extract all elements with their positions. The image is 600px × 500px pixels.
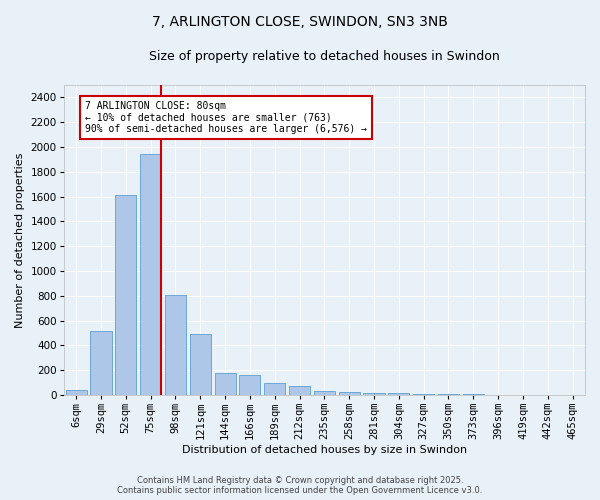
Bar [338, 392, 360, 395]
Text: 7 ARLINGTON CLOSE: 80sqm
← 10% of detached houses are smaller (763)
90% of semi-: 7 ARLINGTON CLOSE: 80sqm ← 10% of detach… [85, 101, 367, 134]
Bar [264, 383, 285, 395]
Bar [364, 392, 385, 395]
X-axis label: Distribution of detached houses by size in Swindon: Distribution of detached houses by size … [182, 445, 467, 455]
Bar [314, 390, 335, 395]
Y-axis label: Number of detached properties: Number of detached properties [15, 152, 25, 328]
Bar [165, 294, 186, 395]
Bar [91, 330, 112, 395]
Bar [115, 196, 136, 395]
Bar [190, 334, 211, 395]
Text: 7, ARLINGTON CLOSE, SWINDON, SN3 3NB: 7, ARLINGTON CLOSE, SWINDON, SN3 3NB [152, 15, 448, 29]
Bar [438, 394, 459, 395]
Text: Contains HM Land Registry data © Crown copyright and database right 2025.
Contai: Contains HM Land Registry data © Crown c… [118, 476, 482, 495]
Bar [413, 394, 434, 395]
Bar [388, 393, 409, 395]
Bar [239, 374, 260, 395]
Title: Size of property relative to detached houses in Swindon: Size of property relative to detached ho… [149, 50, 500, 63]
Bar [140, 154, 161, 395]
Bar [289, 386, 310, 395]
Bar [215, 374, 236, 395]
Bar [65, 390, 87, 395]
Bar [463, 394, 484, 395]
